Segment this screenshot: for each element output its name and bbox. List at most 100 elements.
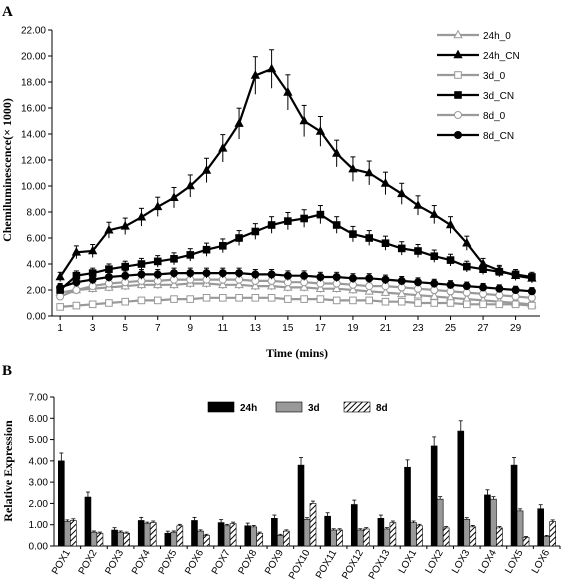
data-point-24h_CN bbox=[348, 163, 358, 173]
data-point-8d_CN bbox=[153, 270, 162, 279]
legend-marker-8d_0 bbox=[454, 111, 462, 119]
data-point-24h_0 bbox=[299, 282, 309, 291]
data-point-24h_0 bbox=[283, 282, 293, 291]
data-point-3d_0 bbox=[479, 300, 487, 309]
x-tick-label-b: POX1 bbox=[50, 548, 73, 577]
y-tick-label-a: 22.00 bbox=[21, 26, 46, 37]
data-point-3d_0 bbox=[186, 295, 195, 303]
bar-24h-POX11 bbox=[324, 515, 331, 547]
bar-24h-POX4 bbox=[137, 520, 145, 547]
y-tick-label-a: 16.00 bbox=[21, 104, 46, 115]
data-point-24h_CN bbox=[136, 211, 147, 221]
bar-24h-POX8 bbox=[244, 525, 252, 547]
data-point-3d_CN bbox=[121, 262, 130, 271]
bar-8d-POX9 bbox=[283, 530, 290, 547]
data-point-24h_CN bbox=[380, 178, 391, 187]
line-chart-chemiluminescence: Chemiluminescence(× 1000) Time (mins) 0.… bbox=[0, 26, 540, 360]
data-point-8d_CN bbox=[121, 271, 130, 280]
data-point-3d_0 bbox=[397, 297, 406, 306]
data-point-3d_0 bbox=[121, 297, 130, 306]
x-tick-label-a: 23 bbox=[412, 323, 424, 334]
legend-label-3d_CN: 3d_CN bbox=[483, 91, 514, 102]
bar-3d-POX10 bbox=[303, 519, 311, 547]
data-point-3d_CN bbox=[137, 260, 146, 268]
data-point-24h_CN bbox=[478, 258, 488, 268]
data-point-3d_0 bbox=[414, 299, 422, 307]
data-point-8d_CN bbox=[202, 269, 211, 278]
data-point-3d_0 bbox=[511, 300, 520, 309]
data-point-3d_CN bbox=[219, 242, 227, 250]
x-tick-label-b: POX7 bbox=[210, 548, 233, 577]
data-point-8d_CN bbox=[511, 286, 520, 294]
y-tick-label-b: 0.00 bbox=[29, 542, 49, 553]
bar-3d-POX11 bbox=[330, 529, 337, 547]
data-point-8d_CN bbox=[104, 273, 113, 281]
x-tick-label-a: 9 bbox=[187, 323, 193, 334]
legend-marker-8d_CN bbox=[454, 131, 462, 139]
data-point-3d_CN bbox=[446, 256, 455, 264]
bar-8d-LOX5 bbox=[522, 537, 530, 547]
data-point-3d_0 bbox=[105, 299, 113, 307]
data-point-3d_0 bbox=[528, 301, 536, 310]
y-tick-label-a: 4.00 bbox=[27, 260, 47, 271]
data-point-24h_CN bbox=[104, 224, 114, 234]
data-point-3d_CN bbox=[332, 221, 341, 229]
data-point-3d_0 bbox=[251, 294, 260, 302]
x-tick-label-b: POX2 bbox=[77, 548, 100, 577]
y-tick-label-a: 8.00 bbox=[27, 208, 47, 219]
data-point-8d_CN bbox=[186, 269, 195, 278]
data-point-8d_CN bbox=[267, 270, 276, 279]
bar-24h-LOX4 bbox=[484, 494, 491, 547]
data-point-24h_CN bbox=[445, 219, 456, 229]
data-point-3d_0 bbox=[267, 294, 276, 302]
y-tick-label-a: 6.00 bbox=[27, 234, 47, 245]
x-tick-label-b: POX3 bbox=[103, 548, 126, 577]
data-point-8d_CN bbox=[251, 270, 260, 279]
data-point-3d_CN bbox=[235, 234, 243, 242]
x-tick-label-a: 7 bbox=[155, 323, 161, 334]
bar-24h-LOX1 bbox=[404, 466, 411, 547]
data-point-24h_CN bbox=[266, 63, 277, 73]
x-tick-label-b: LOX4 bbox=[477, 548, 500, 576]
legend-label-8d: 8d bbox=[376, 403, 388, 414]
data-point-8d_CN bbox=[218, 269, 227, 278]
y-tick-label-a: 14.00 bbox=[21, 130, 46, 141]
x-tick-label-b: LOX5 bbox=[503, 548, 526, 576]
panel-a-label: A bbox=[2, 4, 13, 20]
data-point-3d_0 bbox=[153, 296, 162, 305]
x-tick-label-a: 29 bbox=[510, 323, 522, 334]
data-point-8d_CN bbox=[397, 276, 406, 285]
data-point-24h_0 bbox=[364, 285, 374, 295]
data-point-24h_0 bbox=[380, 287, 391, 296]
bar-24h-LOX2 bbox=[430, 445, 438, 547]
bar-3d-LOX2 bbox=[436, 498, 444, 547]
x-tick-label-b: POX10 bbox=[287, 548, 313, 582]
data-point-24h_CN bbox=[71, 246, 82, 256]
bar-8d-POX3 bbox=[123, 532, 130, 547]
bar-3d-LOX6 bbox=[543, 536, 550, 547]
y-tick-label-a: 18.00 bbox=[21, 78, 46, 89]
data-point-8d_0 bbox=[495, 291, 504, 300]
legend-label-24h_0: 24h_0 bbox=[483, 31, 511, 42]
bar-24h-POX10 bbox=[297, 464, 305, 547]
bar-8d-POX13 bbox=[389, 522, 397, 547]
data-point-3d_CN bbox=[349, 230, 357, 238]
y-tick-label-a: 12.00 bbox=[21, 156, 46, 167]
series-line-24h_CN bbox=[59, 67, 533, 280]
data-point-8d_0 bbox=[56, 292, 65, 301]
bar-8d-LOX6 bbox=[549, 521, 556, 547]
data-point-24h_CN bbox=[88, 245, 98, 255]
data-point-8d_CN bbox=[527, 287, 536, 296]
y-tick-label-b: 4.00 bbox=[29, 456, 49, 467]
data-point-8d_CN bbox=[332, 273, 341, 281]
y-tick-label-a: 2.00 bbox=[27, 286, 47, 297]
legend-label-24h_CN: 24h_CN bbox=[483, 51, 520, 62]
x-tick-label-b: LOX1 bbox=[397, 548, 420, 576]
bar-3d-POX7 bbox=[223, 525, 231, 547]
bar-8d-POX10 bbox=[309, 503, 317, 547]
x-tick-label-b: LOX3 bbox=[450, 548, 473, 576]
data-point-3d_0 bbox=[381, 297, 390, 306]
x-tick-label-b: POX8 bbox=[236, 548, 259, 577]
bar-3d-POX5 bbox=[170, 531, 178, 547]
x-tick-label-a: 1 bbox=[57, 323, 63, 334]
